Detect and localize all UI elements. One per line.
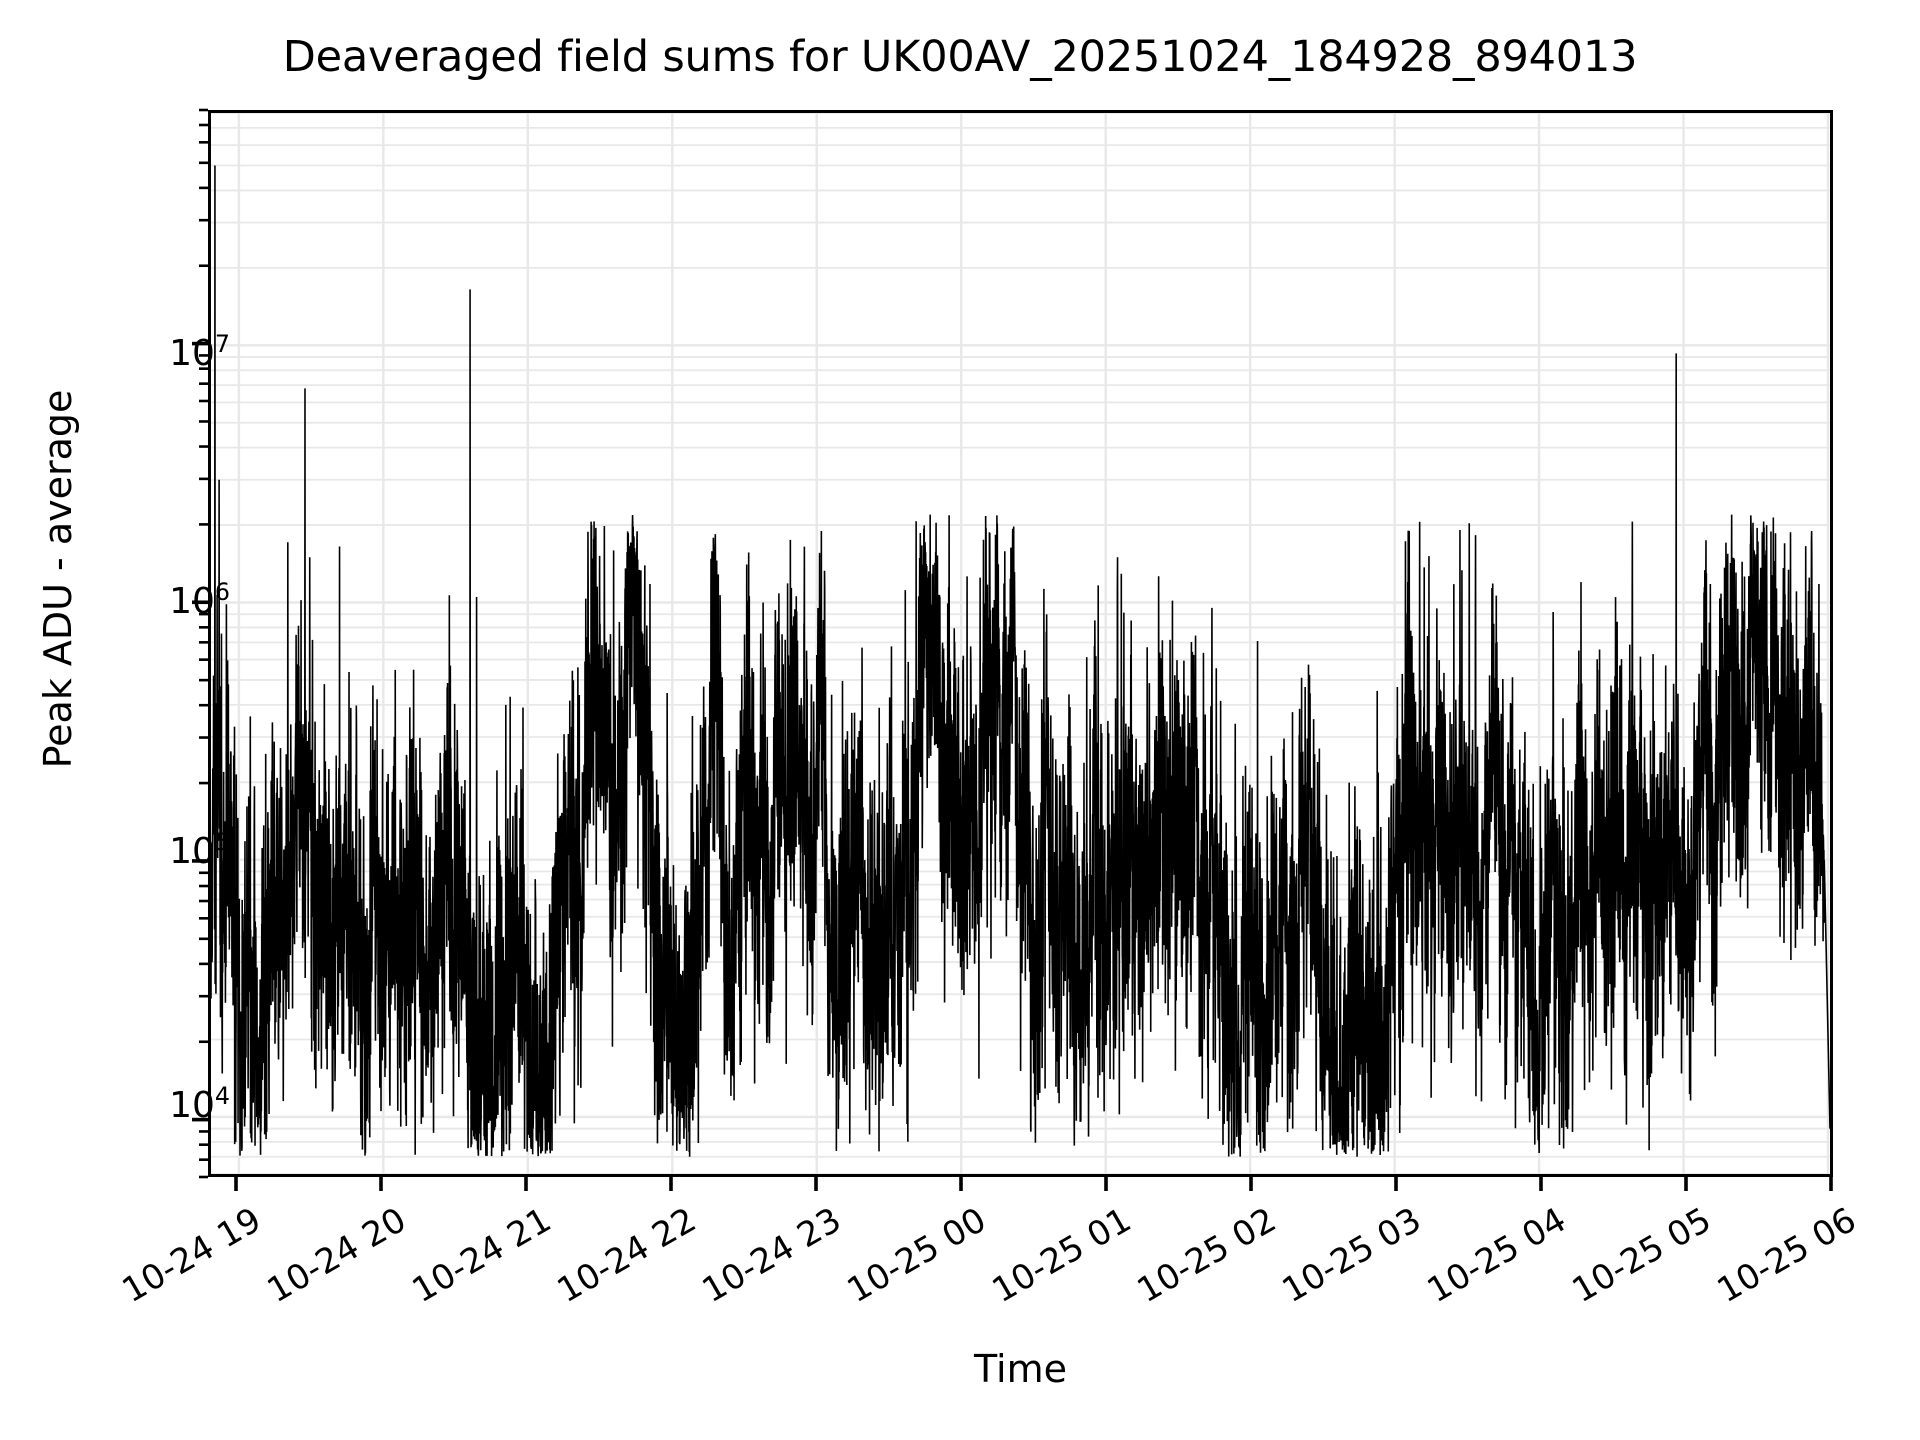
x-axis-label: Time xyxy=(974,1347,1067,1391)
y-axis-tick-label: 107 xyxy=(169,330,230,374)
y-axis-tick-label: 104 xyxy=(169,1082,230,1126)
page-title: Deaveraged field sums for UK00AV_2025102… xyxy=(282,32,1638,82)
data-series-line xyxy=(211,165,1830,1157)
y-axis-tick-label: 105 xyxy=(169,828,230,872)
y-axis-tick-label: 106 xyxy=(169,578,230,622)
plot-area xyxy=(208,110,1833,1177)
y-axis-label: Peak ADU - average xyxy=(36,389,80,769)
